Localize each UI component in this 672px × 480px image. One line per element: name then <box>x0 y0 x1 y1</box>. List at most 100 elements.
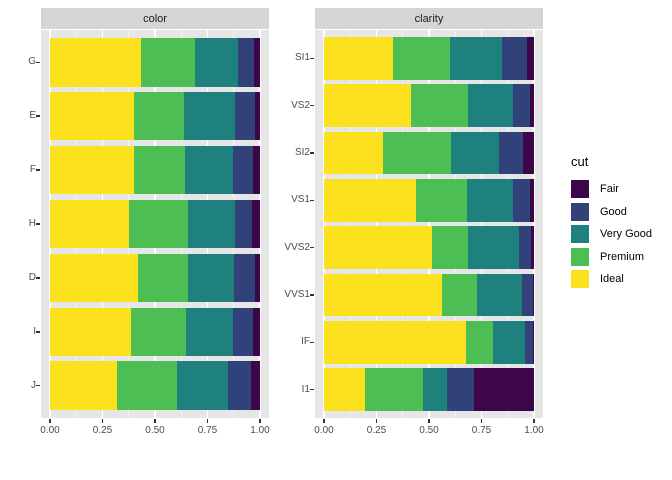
bar-segment <box>324 179 417 222</box>
bar-segment <box>50 145 135 195</box>
bar-segment <box>251 361 260 410</box>
bar-segment <box>188 199 235 249</box>
legend: cut Fair Good Very Good Premium Ideal <box>571 154 652 288</box>
grid-minor-line <box>507 30 509 418</box>
bar-segment <box>392 37 451 80</box>
bar-segment <box>450 37 503 80</box>
x-axis-tick <box>480 419 483 423</box>
bar-segment <box>140 38 196 87</box>
bar-segment <box>195 38 238 87</box>
bar-segment <box>467 179 513 222</box>
bar-segment <box>324 368 366 411</box>
y-axis-label: IF <box>301 336 310 348</box>
x-axis-tick <box>259 419 261 423</box>
y-axis-tick <box>36 331 40 333</box>
bar-segment <box>324 226 433 269</box>
bar-segment <box>50 199 129 249</box>
legend-swatch <box>571 180 589 198</box>
grid-major-line <box>480 30 483 418</box>
bar-segment <box>450 131 499 175</box>
legend-label: Fair <box>600 183 619 195</box>
y-axis-tick <box>310 199 314 202</box>
bar-segment <box>524 321 533 364</box>
grid-major-line <box>375 30 378 418</box>
bar-segment <box>177 361 229 410</box>
y-axis-tick <box>36 169 40 171</box>
x-axis-tick-label: 0.00 <box>40 425 60 436</box>
bar-segment <box>234 199 253 249</box>
bar-segment <box>254 38 260 87</box>
bar-segment <box>235 91 256 141</box>
x-axis-tick <box>49 419 51 423</box>
x-axis-tick-label: 0.50 <box>145 425 165 436</box>
bar-segment <box>50 361 117 410</box>
grid-minor-line <box>402 30 404 418</box>
grid-minor-line <box>454 30 456 418</box>
bar-segment <box>383 131 451 175</box>
bar-segment <box>50 253 138 303</box>
bar-segment <box>232 307 254 357</box>
legend-entry: Fair <box>571 180 652 198</box>
bar-segment <box>512 84 530 127</box>
bar-segment <box>468 84 513 127</box>
bar-segment <box>255 91 260 141</box>
bar-segment <box>522 273 533 317</box>
y-axis-tick <box>36 277 40 279</box>
legend-entries: Fair Good Very Good Premium Ideal <box>571 180 652 288</box>
legend-entry: Premium <box>571 247 652 266</box>
facet-strip-clarity: clarity <box>315 8 543 29</box>
bar-segment <box>324 321 467 364</box>
x-axis-tick <box>101 419 104 423</box>
y-axis-label: I1 <box>301 383 310 395</box>
bar-segment <box>466 321 494 364</box>
bar-segment <box>133 91 184 141</box>
bar-segment <box>137 253 188 303</box>
bar-segment <box>423 368 448 411</box>
facet-strip-color: color <box>41 8 269 29</box>
x-axis-tick-label: 0.50 <box>419 425 439 436</box>
bar-segment <box>502 37 528 80</box>
x-axis-tick-label: 0.75 <box>197 425 218 436</box>
y-axis-tick <box>310 341 314 344</box>
bar-segment <box>324 84 411 127</box>
bar-segment <box>50 91 134 141</box>
bar-segment <box>253 307 260 357</box>
legend-swatch <box>571 202 589 221</box>
bar-segment <box>324 131 384 175</box>
y-axis-tick <box>36 61 40 64</box>
y-axis-tick <box>310 152 314 154</box>
legend-label: Good <box>600 205 627 218</box>
bar-segment <box>237 38 255 87</box>
bar-segment <box>533 273 534 317</box>
bar-segment <box>50 307 132 357</box>
y-axis-label: F <box>29 164 36 176</box>
y-axis-label: D <box>28 271 36 283</box>
y-axis-label: VS1 <box>291 194 310 206</box>
bar-segment <box>185 145 234 195</box>
legend-swatch <box>571 247 589 266</box>
x-axis-tick <box>428 419 430 423</box>
bar-segment <box>50 38 141 87</box>
legend-entry: Good <box>571 202 652 221</box>
bar-segment <box>183 91 236 141</box>
x-axis-tick-label: 0.25 <box>366 425 387 436</box>
bar-segment <box>134 145 186 195</box>
y-axis-label: SI1 <box>294 52 310 64</box>
bar-segment <box>531 226 534 269</box>
grid-major-line <box>533 30 535 418</box>
y-axis-label: VVS1 <box>284 288 310 300</box>
x-axis-tick <box>154 419 156 423</box>
bar-segment <box>498 131 524 175</box>
bar-segment <box>523 131 534 175</box>
legend-label: Premium <box>600 250 645 263</box>
y-axis-label: I <box>33 325 36 337</box>
x-axis-tick <box>206 419 209 423</box>
y-axis-tick <box>36 384 40 387</box>
grid-major-line <box>428 30 430 418</box>
bar-segment <box>519 226 532 269</box>
facet-panel-color <box>41 30 269 418</box>
y-axis-tick <box>310 294 314 296</box>
bar-segment <box>476 273 523 317</box>
y-axis-tick <box>36 223 40 225</box>
